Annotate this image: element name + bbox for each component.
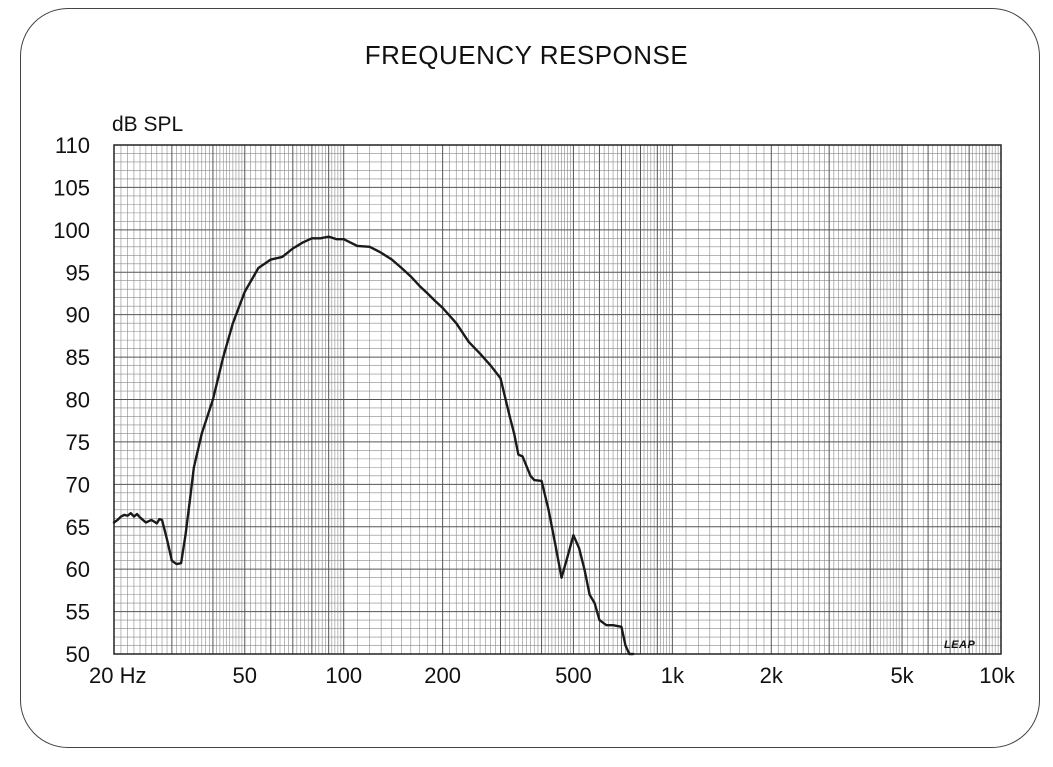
y-tick-label: 100 (53, 218, 90, 243)
x-tick-label: 50 (233, 663, 257, 688)
y-tick-label: 85 (66, 345, 90, 370)
y-tick-label: 80 (66, 388, 90, 413)
x-tick-label: 10k (979, 663, 1015, 688)
y-tick-label: 65 (66, 515, 90, 540)
y-axis-label: dB SPL (112, 113, 184, 136)
y-tick-label: 55 (66, 600, 90, 625)
y-tick-label: 105 (53, 175, 90, 200)
brand-mark: LEAP (944, 639, 976, 651)
response-curve (112, 235, 635, 656)
plot-border (113, 144, 1002, 655)
x-tick-label: 20 Hz (89, 663, 146, 688)
x-tick-labels: 20 Hz 50 100 200 500 1k 2k 5k 10k (89, 663, 1016, 688)
x-tick-label: 100 (325, 663, 362, 688)
x-tick-label: 200 (424, 663, 461, 688)
y-tick-label: 95 (66, 260, 90, 285)
y-tick-label: 90 (66, 303, 90, 328)
y-tick-label: 70 (66, 472, 90, 497)
y-tick-label: 75 (66, 430, 90, 455)
y-tick-label: 60 (66, 557, 90, 582)
y-tick-labels: 110 105 100 95 90 85 80 75 70 65 60 55 50 (53, 133, 90, 667)
y-tick-label: 110 (55, 133, 90, 158)
y-tick-label: 50 (66, 642, 90, 667)
x-tick-label: 1k (661, 663, 685, 688)
x-tick-label: 500 (555, 663, 592, 688)
chart-title: FREQUENCY RESPONSE (364, 40, 689, 70)
x-tick-label: 2k (760, 663, 784, 688)
x-tick-label: 5k (890, 663, 914, 688)
